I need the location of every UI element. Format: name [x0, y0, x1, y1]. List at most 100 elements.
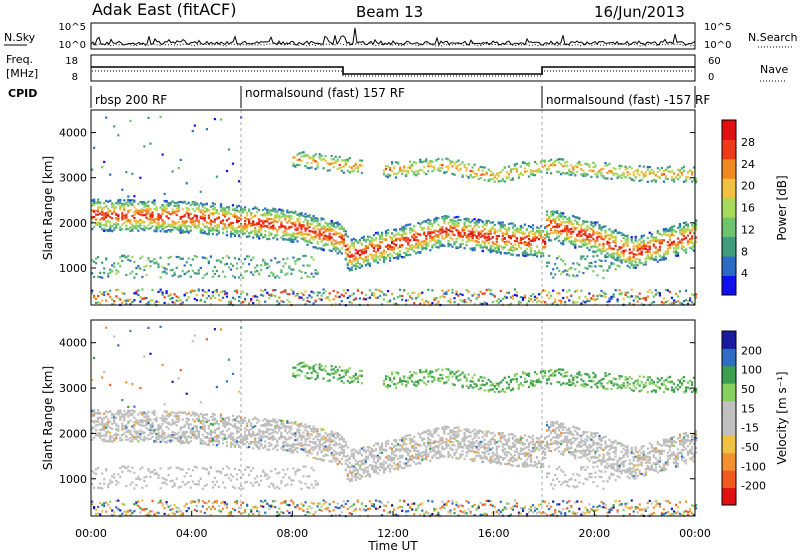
power-cell	[441, 294, 444, 297]
velocity-cell	[129, 509, 132, 512]
power-cell	[479, 235, 482, 238]
power-cell	[421, 246, 424, 249]
power-cell	[294, 225, 297, 228]
power-cell	[544, 233, 547, 237]
power-cell	[521, 298, 525, 301]
power-cell	[538, 249, 541, 252]
power-cell	[201, 223, 204, 226]
power-cell	[606, 255, 609, 258]
power-cell	[93, 210, 96, 213]
power-cell	[288, 293, 291, 296]
power-cell	[433, 218, 436, 221]
power-cell	[574, 301, 577, 304]
power-cell	[290, 272, 293, 275]
power-cell	[666, 230, 669, 233]
power-cell	[578, 263, 581, 266]
power-cell	[350, 262, 353, 266]
power-cell	[316, 224, 319, 227]
power-cell	[580, 234, 583, 237]
power-cell	[689, 246, 692, 250]
power-cell	[380, 241, 384, 244]
power-cell	[421, 291, 424, 294]
power-cell	[618, 292, 621, 296]
power-cell	[535, 252, 539, 255]
power-cell	[376, 231, 380, 234]
power-cell	[419, 160, 422, 163]
power-cell	[254, 223, 257, 226]
power-cell	[171, 301, 174, 304]
power-cell	[215, 259, 218, 262]
power-cell	[427, 170, 430, 173]
power-cell	[634, 237, 637, 240]
power-cell	[153, 229, 156, 232]
velocity-cell	[105, 468, 108, 471]
power-cell	[294, 210, 297, 213]
velocity-cell	[121, 425, 124, 428]
power-cell	[646, 165, 649, 169]
power-cell	[419, 233, 422, 236]
power-cell	[391, 254, 394, 257]
power-cell	[509, 222, 512, 225]
power-cell	[453, 243, 456, 246]
power-cell	[511, 231, 514, 234]
power-cell	[163, 267, 166, 270]
power-cell	[177, 167, 180, 170]
power-cell	[477, 243, 480, 246]
power-cell	[151, 225, 154, 228]
power-cell	[640, 250, 643, 253]
power-cell	[580, 245, 583, 248]
power-cell	[393, 167, 396, 170]
power-cell	[387, 229, 390, 232]
power-cell	[578, 239, 581, 242]
power-cell	[624, 238, 627, 241]
power-cell	[91, 209, 94, 212]
power-cell	[445, 232, 448, 235]
power-cell	[656, 170, 659, 173]
power-cell	[175, 227, 178, 230]
power-cell	[344, 248, 347, 251]
power-cell	[686, 171, 690, 174]
power-cell	[642, 239, 645, 242]
power-cell	[509, 248, 512, 251]
power-cell	[495, 246, 498, 249]
power-cell	[312, 159, 315, 162]
power-cell	[471, 170, 474, 173]
power-cell	[393, 297, 396, 300]
power-cell	[562, 270, 565, 273]
velocity-cell	[117, 508, 120, 511]
power-cell	[598, 171, 601, 174]
power-cell	[670, 302, 673, 305]
power-cell	[155, 230, 158, 233]
power-cell	[147, 200, 150, 203]
power-cell	[119, 201, 122, 204]
power-cell	[525, 254, 529, 257]
power-cell	[314, 217, 317, 220]
power-cell	[463, 247, 466, 250]
power-cell	[535, 301, 539, 304]
power-cell	[403, 166, 406, 169]
power-cell	[387, 176, 390, 179]
power-cell	[574, 237, 577, 240]
power-cell	[233, 215, 237, 218]
power-cell	[650, 239, 653, 242]
power-cell	[531, 236, 535, 239]
power-cell	[582, 220, 585, 223]
power-cell	[638, 165, 641, 168]
power-cell	[590, 246, 593, 249]
power-cell	[145, 273, 148, 277]
power-cell	[225, 219, 229, 222]
power-cell	[644, 171, 647, 174]
power-cell	[141, 208, 144, 211]
power-cell	[542, 159, 545, 162]
power-cell	[113, 211, 116, 214]
power-cell	[348, 260, 351, 264]
power-cell	[306, 243, 309, 246]
power-cell	[566, 230, 569, 233]
power-cell	[656, 230, 659, 233]
velocity-cell	[129, 470, 132, 473]
velocity-cell	[115, 506, 118, 509]
power-cell	[483, 244, 486, 247]
nave-tick-top: 60	[708, 56, 721, 67]
power-cell	[644, 245, 647, 248]
power-cell	[189, 220, 192, 223]
